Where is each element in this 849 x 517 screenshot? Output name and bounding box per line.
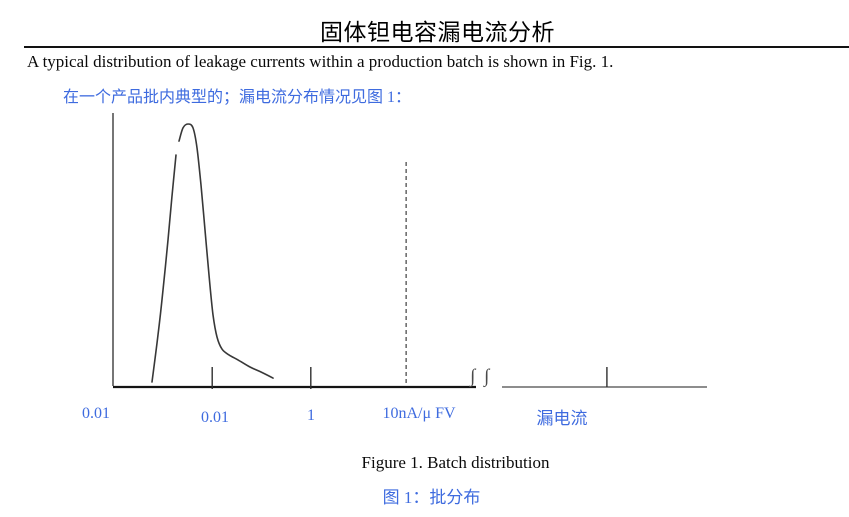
x-tick-label-1: 0.01 [201,409,229,426]
intro-text-en: A typical distribution of leakage curren… [27,52,614,71]
x-tick-label-origin: 0.01 [82,405,110,422]
intro-text-zh: 在一个产品批内典型的；漏电流分布情况见图 1： [63,89,412,106]
title-divider [24,46,849,48]
page-title: 固体钽电容漏电流分析 [320,20,555,45]
distribution-curve [151,154,177,383]
x-tick-label-2: 1 [307,407,315,424]
figure-caption-en: Figure 1. Batch distribution [361,453,550,472]
x-tick-label-limit: 10nA/μ FV [382,405,456,422]
x-axis-title: 漏电流 [536,409,588,428]
axis-break-icon: ∫ ∫ [470,366,492,387]
figure-caption-zh: 图 1：批分布 [382,488,481,507]
distribution-curve [178,123,274,379]
